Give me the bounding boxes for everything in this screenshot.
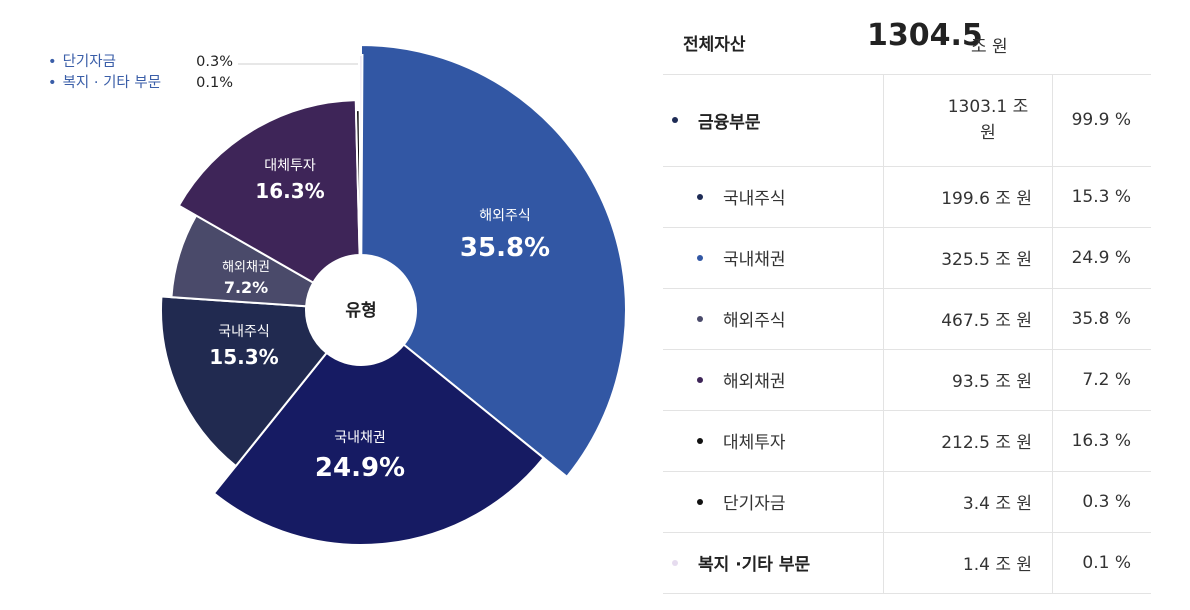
row-amount: 1.4 조 원 <box>962 555 1032 575</box>
row-amount-cell: 93.5 조 원 <box>883 349 1053 411</box>
slice-value-label: 16.3% <box>255 179 324 203</box>
row-name-cell: 단기자금 <box>663 471 884 533</box>
row-percent-cell: 7.2 % <box>1052 349 1151 411</box>
row-bullet-icon <box>697 437 703 444</box>
row-bullet-icon <box>697 498 703 505</box>
pie-slice-국내주식[interactable] <box>160 295 328 468</box>
row-name: 단기자금 <box>723 494 786 514</box>
row-name: 해외주식 <box>723 311 786 331</box>
table-row: 국내주식 199.6 조 원 15.3 % <box>663 166 1151 228</box>
legend-bullet: • <box>48 75 57 91</box>
small-legend-value: 0.3% <box>196 54 233 70</box>
row-percent-cell: 0.1 % <box>1052 532 1151 594</box>
slice-name-label: 해외주식 <box>479 208 531 224</box>
row-amount-cell: 1303.1 조 원 <box>883 75 1053 167</box>
pie-slice-국내채권[interactable] <box>212 343 546 546</box>
row-amount: 212.5 조 원 <box>941 433 1032 453</box>
row-name: 복지 ·기타 부문 <box>698 555 811 575</box>
row-percent-cell: 16.3 % <box>1052 410 1151 472</box>
row-amount: 1303.1 조 원 <box>947 97 1029 144</box>
pie-chart: 유형 해외주식 35.8% 국내채권 24.9% 국내주식 15.3% 해외채권 7.2% 대체투… <box>160 43 627 546</box>
row-name-cell: 국내채권 <box>663 227 884 289</box>
row-percent: 24.9 % <box>1071 247 1131 268</box>
row-name: 해외채권 <box>723 372 786 392</box>
pie-slice-복지·기타부문[interactable] <box>358 54 364 257</box>
row-bullet-icon <box>672 117 678 124</box>
row-percent-cell: 24.9 % <box>1052 227 1151 289</box>
pie-slice-해외주식[interactable] <box>360 43 627 479</box>
row-name: 국내채권 <box>723 250 786 270</box>
row-amount: 467.5 조 원 <box>941 311 1032 331</box>
row-amount-cell: 199.6 조 원 <box>883 166 1053 228</box>
row-percent: 35.8 % <box>1071 308 1131 329</box>
pie-center-hole <box>307 256 415 364</box>
table-row: 대체투자 212.5 조 원 16.3 % <box>663 410 1151 472</box>
asset-table: 금융부문 1303.1 조 원 99.9 % 국내주식 199.6 조 원 15.3 % 국… <box>663 75 1151 594</box>
slice-value-label: 24.9% <box>315 453 405 483</box>
row-bullet-icon <box>697 376 703 383</box>
row-percent: 0.3 % <box>1082 491 1131 512</box>
row-amount: 3.4 조 원 <box>962 494 1032 514</box>
row-amount-cell: 467.5 조 원 <box>883 288 1053 350</box>
row-amount-cell: 3.4 조 원 <box>883 471 1053 533</box>
row-name-cell: 대체투자 <box>663 410 884 472</box>
row-percent-cell: 99.9 % <box>1052 75 1151 167</box>
small-legend-label: 복지 · 기타 부문 <box>62 75 162 91</box>
row-percent: 16.3 % <box>1071 430 1131 451</box>
pie-center-label: 유형 <box>345 300 376 321</box>
row-percent-cell: 15.3 % <box>1052 166 1151 228</box>
row-name: 국내주식 <box>723 189 786 209</box>
table-row: 해외채권 93.5 조 원 7.2 % <box>663 349 1151 411</box>
row-bullet-icon <box>697 193 703 200</box>
table-row: 복지 ·기타 부문 1.4 조 원 0.1 % <box>663 532 1151 594</box>
table-row: 국내채권 325.5 조 원 24.9 % <box>663 227 1151 289</box>
row-percent: 0.1 % <box>1082 552 1131 573</box>
row-name: 대체투자 <box>723 433 786 453</box>
table-row: 해외주식 467.5 조 원 35.8 % <box>663 288 1151 350</box>
pie-chart-area: 유형 해외주식 35.8% 국내채권 24.9% 국내주식 15.3% 해외채권 7.2% 대체투… <box>48 43 627 546</box>
total-assets-value: 1304.5 <box>867 18 983 53</box>
row-percent-cell: 35.8 % <box>1052 288 1151 350</box>
small-legend-value: 0.1% <box>196 75 233 91</box>
row-amount: 199.6 조 원 <box>941 189 1032 209</box>
small-slice-legend: • 단기자금 0.3% • 복지 · 기타 부문 0.1% <box>48 52 233 94</box>
total-assets-header: 전체자산 1304.5 조 원 <box>663 0 1151 75</box>
row-percent: 15.3 % <box>1071 186 1131 207</box>
row-percent: 99.9 % <box>1071 110 1131 131</box>
row-bullet-icon <box>672 559 678 566</box>
row-amount: 93.5 조 원 <box>952 372 1032 392</box>
row-name-cell: 국내주식 <box>663 166 884 228</box>
row-amount-cell: 325.5 조 원 <box>883 227 1053 289</box>
slice-name-label: 대체투자 <box>264 158 316 174</box>
row-amount-cell: 212.5 조 원 <box>883 410 1053 472</box>
slice-name-label: 국내주식 <box>218 324 270 340</box>
row-name-cell: 금융부문 <box>663 75 884 167</box>
row-bullet-icon <box>697 315 703 322</box>
asset-table-area: 전체자산 1304.5 조 원 금융부문 1303.1 조 원 99.9 % 국내주식… <box>663 0 1151 610</box>
slice-name-label: 국내채권 <box>334 430 386 446</box>
slice-value-label: 7.2% <box>224 278 268 297</box>
slice-value-label: 35.8% <box>460 233 550 263</box>
total-assets-unit: 조 원 <box>971 37 1008 57</box>
slice-name-label: 해외채권 <box>222 260 270 275</box>
row-amount-cell: 1.4 조 원 <box>883 532 1053 594</box>
legend-bullet: • <box>48 54 57 70</box>
small-legend-row: • 단기자금 0.3% <box>48 52 233 73</box>
row-name-cell: 복지 ·기타 부문 <box>663 532 884 594</box>
row-percent-cell: 0.3 % <box>1052 471 1151 533</box>
total-assets-label: 전체자산 <box>683 35 746 55</box>
row-name: 금융부문 <box>698 112 761 133</box>
row-amount: 325.5 조 원 <box>941 250 1032 270</box>
row-name-cell: 해외채권 <box>663 349 884 411</box>
small-legend-label: 단기자금 <box>62 54 116 70</box>
table-row: 금융부문 1303.1 조 원 99.9 % <box>663 75 1151 167</box>
pie-slice-대체투자[interactable] <box>177 99 361 285</box>
table-row: 단기자금 3.4 조 원 0.3 % <box>663 471 1151 533</box>
slice-value-label: 15.3% <box>209 345 278 369</box>
row-bullet-icon <box>697 254 703 261</box>
small-legend-row: • 복지 · 기타 부문 0.1% <box>48 73 233 94</box>
row-name-cell: 해외주식 <box>663 288 884 350</box>
row-percent: 7.2 % <box>1082 369 1131 390</box>
